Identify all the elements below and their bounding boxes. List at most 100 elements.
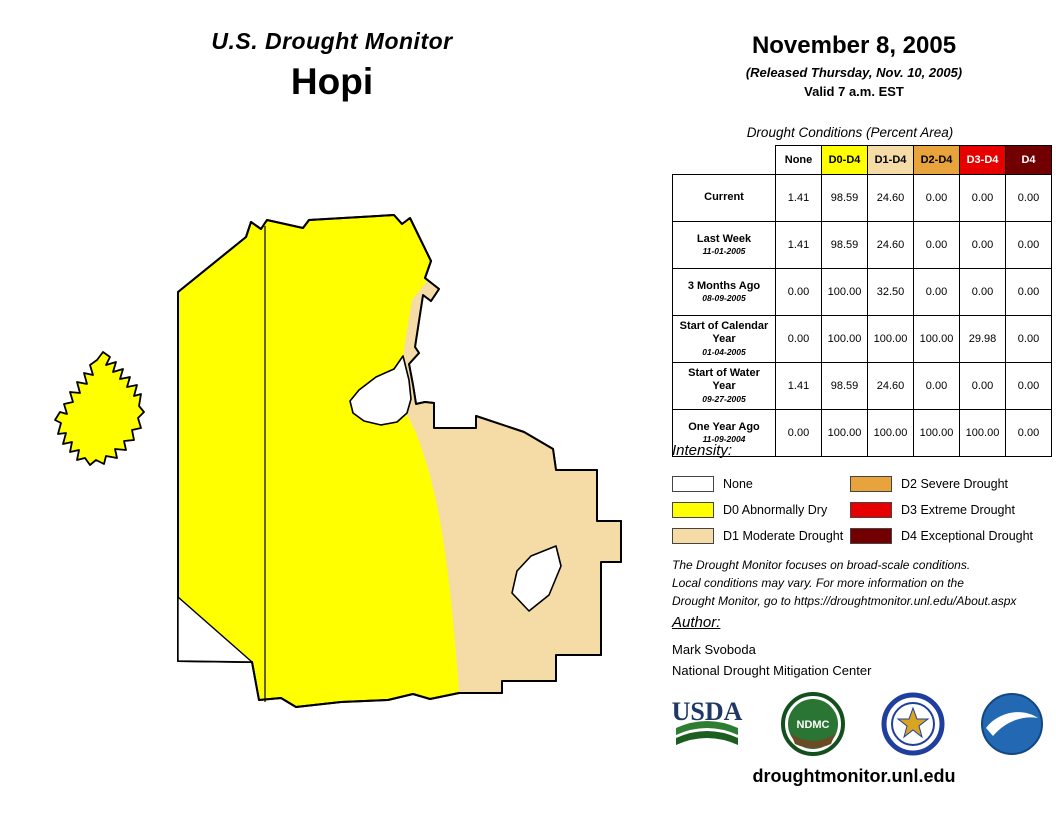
table-cell: 24.60 xyxy=(867,362,914,410)
drought-map-svg xyxy=(54,214,622,708)
table-cell: 0.00 xyxy=(775,268,822,316)
table-cell: 0.00 xyxy=(775,315,822,363)
date-block: November 8, 2005 (Released Thursday, Nov… xyxy=(664,32,1044,99)
author-heading: Author: xyxy=(672,614,721,631)
valid-time: Valid 7 a.m. EST xyxy=(804,84,904,99)
logo-row: USDA NDMC xyxy=(668,692,1044,756)
table-corner-cell xyxy=(672,145,776,175)
table-cell: 24.60 xyxy=(867,174,914,222)
release-date: (Released Thursday, Nov. 10, 2005) xyxy=(745,65,963,80)
table-cell: 0.00 xyxy=(1005,268,1052,316)
noaa-logo xyxy=(980,693,1043,755)
legend-swatch-d1 xyxy=(672,528,714,544)
author-org: National Drought Mitigation Center xyxy=(672,663,872,678)
table-cell: 100.00 xyxy=(821,315,868,363)
row-date: 09-27-2005 xyxy=(702,393,746,404)
map-corner-none xyxy=(177,596,253,663)
table-cell: 0.00 xyxy=(775,409,822,457)
footer-url: droughtmonitor.unl.edu xyxy=(752,766,956,786)
table-cell: 0.00 xyxy=(913,268,960,316)
map-enclave-notch xyxy=(349,355,412,426)
table-cell: 100.00 xyxy=(821,409,868,457)
table-cell: 98.59 xyxy=(821,362,868,410)
legend-item-d0: D0 Abnormally Dry xyxy=(672,502,850,518)
table-cell: 0.00 xyxy=(959,268,1006,316)
table-cell: 1.41 xyxy=(775,174,822,222)
legend-swatch-d3 xyxy=(850,502,892,518)
table-header-row: None D0-D4 D1-D4 D2-D4 D3-D4 D4 xyxy=(672,145,1052,175)
legend-item-d2: D2 Severe Drought xyxy=(850,476,1048,492)
row-label: One Year Ago 11-09-2004 xyxy=(672,409,776,457)
area-title: Hopi xyxy=(290,61,374,102)
table-cell: 0.00 xyxy=(1005,174,1052,222)
table-cell: 24.60 xyxy=(867,221,914,269)
legend-swatch-d4 xyxy=(850,528,892,544)
row-date: 11-01-2005 xyxy=(702,246,746,257)
disclaimer-text: The Drought Monitor focuses on broad-sca… xyxy=(672,558,1017,608)
legend-swatch-none xyxy=(672,476,714,492)
col-header-d0-d4: D0-D4 xyxy=(821,145,868,175)
col-header-d3-d4: D3-D4 xyxy=(959,145,1006,175)
legend-item-d4: D4 Exceptional Drought xyxy=(850,528,1048,544)
monitor-title: U.S. Drought Monitor xyxy=(211,28,453,54)
col-header-none: None xyxy=(775,145,822,175)
table-cell: 29.98 xyxy=(959,315,1006,363)
table-cell: 0.00 xyxy=(959,174,1006,222)
svg-text:NDMC: NDMC xyxy=(797,719,830,731)
table-caption: Drought Conditions (Percent Area) xyxy=(746,125,954,140)
author-block: Author: Mark Svoboda National Drought Mi… xyxy=(672,614,871,678)
row-date: 08-09-2005 xyxy=(702,293,746,304)
legend-swatch-d2 xyxy=(850,476,892,492)
table-cell: 0.00 xyxy=(959,221,1006,269)
table-cell: 0.00 xyxy=(913,221,960,269)
legend-grid: None D0 Abnormally Dry D1 Moderate Droug… xyxy=(672,471,1048,549)
table-cell: 98.59 xyxy=(821,221,868,269)
commerce-seal-logo xyxy=(881,692,945,756)
row-label: Start of Water Year 09-27-2005 xyxy=(672,362,776,410)
table-row-last-week: Last Week 11-01-2005 1.41 98.59 24.60 0.… xyxy=(672,221,1052,269)
ndmc-logo: NDMC xyxy=(781,692,846,756)
table-cell: 0.00 xyxy=(913,174,960,222)
table-row-current: Current 1.41 98.59 24.60 0.00 0.00 0.00 xyxy=(672,174,1052,222)
legend-item-d1: D1 Moderate Drought xyxy=(672,528,850,544)
row-date: 11-09-2004 xyxy=(702,434,746,445)
row-label: 3 Months Ago 08-09-2005 xyxy=(672,268,776,316)
table-cell: 0.00 xyxy=(1005,221,1052,269)
table-row-start-calendar-year: Start of Calendar Year 01-04-2005 0.00 1… xyxy=(672,315,1052,363)
table-cell: 98.59 xyxy=(821,174,868,222)
table-cell: 0.00 xyxy=(913,362,960,410)
title-block: U.S. Drought Monitor Hopi xyxy=(0,28,664,103)
map-west-area-d0 xyxy=(54,351,145,466)
table-cell: 100.00 xyxy=(867,315,914,363)
table-row-one-year-ago: One Year Ago 11-09-2004 0.00 100.00 100.… xyxy=(672,409,1052,457)
table-cell: 1.41 xyxy=(775,362,822,410)
table-cell: 0.00 xyxy=(1005,315,1052,363)
table-cell: 1.41 xyxy=(775,221,822,269)
table-cell: 0.00 xyxy=(959,362,1006,410)
table-row-start-water-year: Start of Water Year 09-27-2005 1.41 98.5… xyxy=(672,362,1052,410)
legend-item-none: None xyxy=(672,476,850,492)
table-cell: 32.50 xyxy=(867,268,914,316)
col-header-d4: D4 xyxy=(1005,145,1052,175)
author-name: Mark Svoboda xyxy=(672,642,756,657)
row-label: Start of Calendar Year 01-04-2005 xyxy=(672,315,776,363)
drought-map xyxy=(40,190,660,750)
legend-swatch-d0 xyxy=(672,502,714,518)
legend-item-d3: D3 Extreme Drought xyxy=(850,502,1048,518)
table-cell: 0.00 xyxy=(1005,409,1052,457)
drought-conditions-table: None D0-D4 D1-D4 D2-D4 D3-D4 D4 Current … xyxy=(672,145,1052,457)
intensity-legend: Intensity: None D0 Abnormally Dry D1 Mod… xyxy=(672,442,1048,549)
table-cell: 100.00 xyxy=(867,409,914,457)
legend-heading: Intensity: xyxy=(672,442,733,459)
table-cell: 100.00 xyxy=(959,409,1006,457)
table-cell: 100.00 xyxy=(821,268,868,316)
table-cell: 0.00 xyxy=(1005,362,1052,410)
col-header-d1-d4: D1-D4 xyxy=(867,145,914,175)
table-row-3-months-ago: 3 Months Ago 08-09-2005 0.00 100.00 32.5… xyxy=(672,268,1052,316)
row-label: Current xyxy=(672,174,776,222)
usda-logo: USDA xyxy=(672,697,743,745)
map-date: November 8, 2005 xyxy=(751,32,957,59)
table-cell: 100.00 xyxy=(913,315,960,363)
map-main-outline xyxy=(177,214,622,708)
